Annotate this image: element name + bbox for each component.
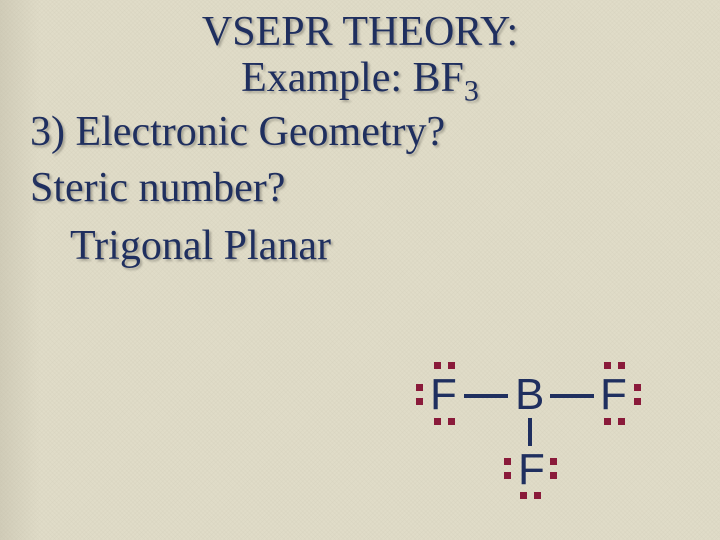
dot-icon [534,492,541,499]
subtitle-subscript: 3 [464,74,479,107]
slide-title: VSEPR THEORY: [0,0,720,56]
dot-icon [618,418,625,425]
atom-f-left: F [430,370,457,420]
slide-subtitle: Example: BF3 [0,54,720,108]
lewis-structure: F B F F [400,350,700,530]
bond-right [550,394,594,398]
dot-icon [504,472,511,479]
dot-icon [604,362,611,369]
atom-b-center: B [515,370,544,420]
dot-icon [434,362,441,369]
dot-icon [520,492,527,499]
dot-icon [634,398,641,405]
subtitle-text: Example: BF [241,55,464,101]
dot-icon [448,418,455,425]
dot-icon [416,398,423,405]
dot-icon [448,362,455,369]
bond-left [464,394,508,398]
dot-icon [434,418,441,425]
dot-icon [618,362,625,369]
dot-icon [550,472,557,479]
question-line-2: Steric number? [0,164,720,212]
dot-icon [416,384,423,391]
dot-icon [634,384,641,391]
atom-f-bottom: F [518,445,545,495]
atom-f-right: F [600,370,627,420]
answer-line: Trigonal Planar [0,222,720,270]
dot-icon [604,418,611,425]
bond-down [528,418,532,446]
dot-icon [504,458,511,465]
question-line-1: 3) Electronic Geometry? [0,108,720,156]
dot-icon [550,458,557,465]
